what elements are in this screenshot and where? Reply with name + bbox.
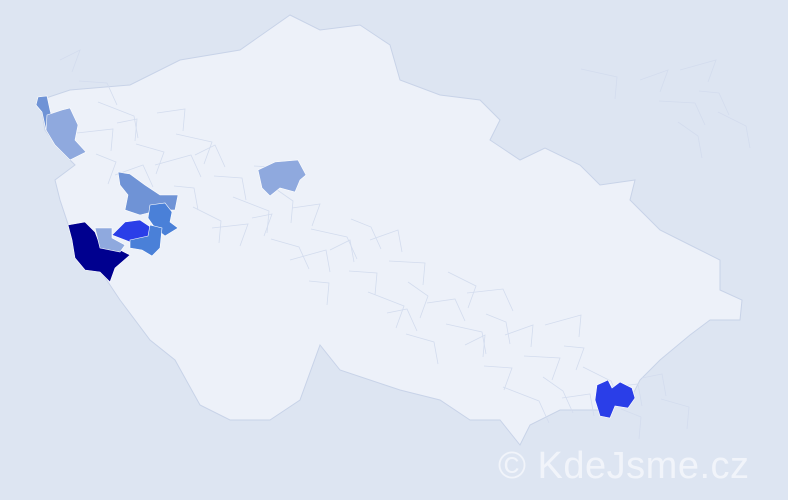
watermark: © KdeJsme.cz: [498, 445, 750, 487]
district-southwest-inner[interactable]: [94, 227, 126, 253]
district-central[interactable]: [257, 159, 307, 197]
district-southwest[interactable]: [67, 221, 131, 283]
district-northwest[interactable]: [45, 107, 87, 161]
district-southeast[interactable]: [594, 379, 636, 419]
country-outline: [39, 14, 743, 446]
district-southwest-east[interactable]: [129, 224, 163, 257]
